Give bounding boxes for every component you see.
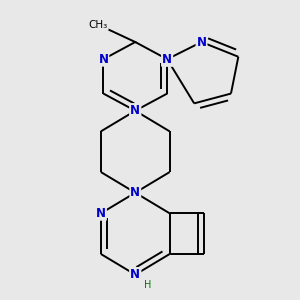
Text: CH₃: CH₃ (89, 20, 108, 30)
Text: N: N (162, 53, 172, 66)
Text: N: N (162, 53, 172, 66)
Text: H: H (144, 280, 151, 290)
Text: N: N (98, 53, 108, 66)
Text: N: N (130, 186, 140, 199)
Text: N: N (130, 268, 140, 281)
Text: N: N (130, 104, 140, 117)
Text: N: N (130, 104, 140, 117)
Text: N: N (96, 207, 106, 220)
Text: N: N (130, 268, 140, 281)
Text: N: N (196, 35, 206, 49)
